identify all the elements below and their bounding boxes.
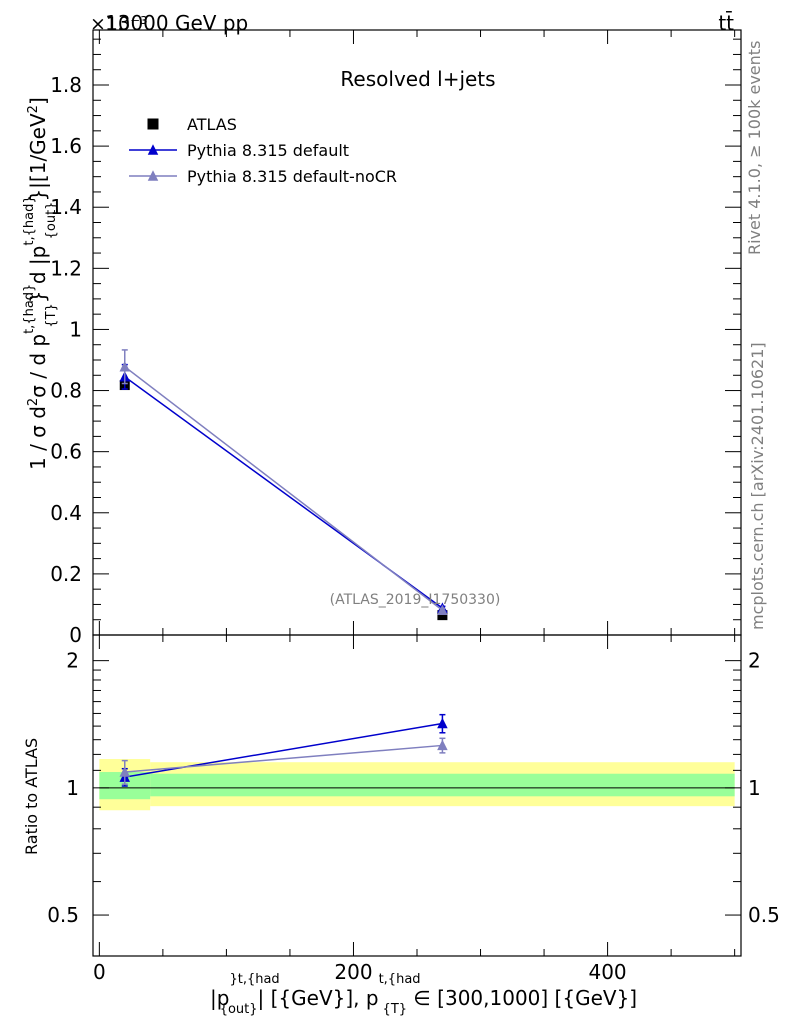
- main-y-tick-label: 0.4: [50, 501, 82, 525]
- data-point-square: [147, 118, 159, 130]
- main-title: Resolved l+jets: [340, 67, 495, 91]
- main-y-tick-label: 0: [69, 623, 82, 647]
- data-point-square: [437, 610, 448, 621]
- ratio-y-tick-label: 0.5: [47, 903, 79, 927]
- main-data-marks: [119, 349, 448, 621]
- analysis-watermark: (ATLAS_2019_I1750330): [330, 592, 501, 608]
- main-y-tick-label: 0.8: [50, 379, 82, 403]
- main-y-tick-label: 0.2: [50, 562, 82, 586]
- x-axis-label: |p}t,{had {out}| [{GeV}], pt,{had {T} ∈ [3…: [210, 972, 637, 1017]
- main-y-tick-label: 1.6: [50, 134, 82, 158]
- legend-entry-label: Pythia 8.315 default: [187, 141, 349, 160]
- rivet-label: Rivet 4.1.0, ≥ 100k events: [745, 41, 764, 255]
- energy-label: 13000 GeV pp: [105, 11, 248, 35]
- data-point-triangle: [119, 360, 131, 372]
- main-y-ticks: 0 0.2 0.4 0.6 0.8 1 1.2 1.4 1.6 1.8: [50, 38, 741, 647]
- ratio-x-ticks: 0 200 400: [93, 635, 736, 984]
- x-tick-label: 400: [588, 960, 626, 984]
- data-point-triangle: [437, 739, 448, 751]
- ratio-y-tick-label: 2: [66, 649, 79, 673]
- data-point-triangle: [147, 170, 159, 181]
- legend-entry-label: Pythia 8.315 default-noCR: [187, 167, 397, 186]
- main-y-tick-label: 1: [69, 317, 82, 341]
- uncertainty-band: [150, 773, 735, 797]
- main-y-tick-label: 1.8: [50, 73, 82, 97]
- x-tick-label: 0: [93, 960, 106, 984]
- main-y-tick-label: 1.2: [50, 256, 82, 280]
- x-tick-label: 200: [334, 960, 372, 984]
- ratio-y-tick-label: 1: [66, 776, 79, 800]
- data-point-triangle: [437, 717, 448, 729]
- ratio-frame: [92, 634, 742, 957]
- legend: ATLAS Pythia 8.315 default Pythia 8.315 de…: [129, 115, 397, 186]
- ratio-series-line: [124, 744, 443, 773]
- main-y-axis-label: 1 / σ d2σ / d pt,{had} {T}} d |pt,{had} {o…: [22, 97, 59, 470]
- ratio-y-ticks: 0.5 0.5 1 1 2 2: [47, 649, 780, 927]
- ratio-y-axis-label: Ratio to ATLAS: [22, 738, 41, 855]
- ratio-y-tick-label-right: 2: [748, 649, 761, 673]
- main-panel: 0 0.2 0.4 0.6 0.8 1 1.2 1.4 1.6 1.8 Resolved l+je…: [22, 29, 742, 647]
- data-point-triangle: [119, 766, 131, 777]
- ratio-y-tick-label-right: 0.5: [748, 903, 780, 927]
- main-y-tick-label: 0.6: [50, 440, 82, 464]
- process-label: tt̄: [718, 10, 734, 35]
- mcplots-label: mcplots.cern.ch [arXiv:2401.10621]: [748, 342, 767, 630]
- main-y-tick-label: 1.4: [50, 195, 82, 219]
- legend-entry-label: ATLAS: [187, 115, 237, 134]
- ratio-panel: 0.5 0.5 1 1 2 2 0 200 400 Ratio to ATLAS |p}t,{…: [22, 634, 780, 1017]
- ratio-uncertainty-bands: [99, 759, 735, 811]
- data-point-triangle: [147, 144, 159, 155]
- main-ylabel-part: 1 / σ d: [26, 406, 50, 470]
- main-x-ticks: [98, 30, 736, 635]
- series-line: [124, 366, 443, 611]
- ratio-data-marks: [119, 713, 448, 787]
- data-point-triangle: [437, 604, 448, 615]
- ratio-y-tick-label-right: 1: [748, 776, 761, 800]
